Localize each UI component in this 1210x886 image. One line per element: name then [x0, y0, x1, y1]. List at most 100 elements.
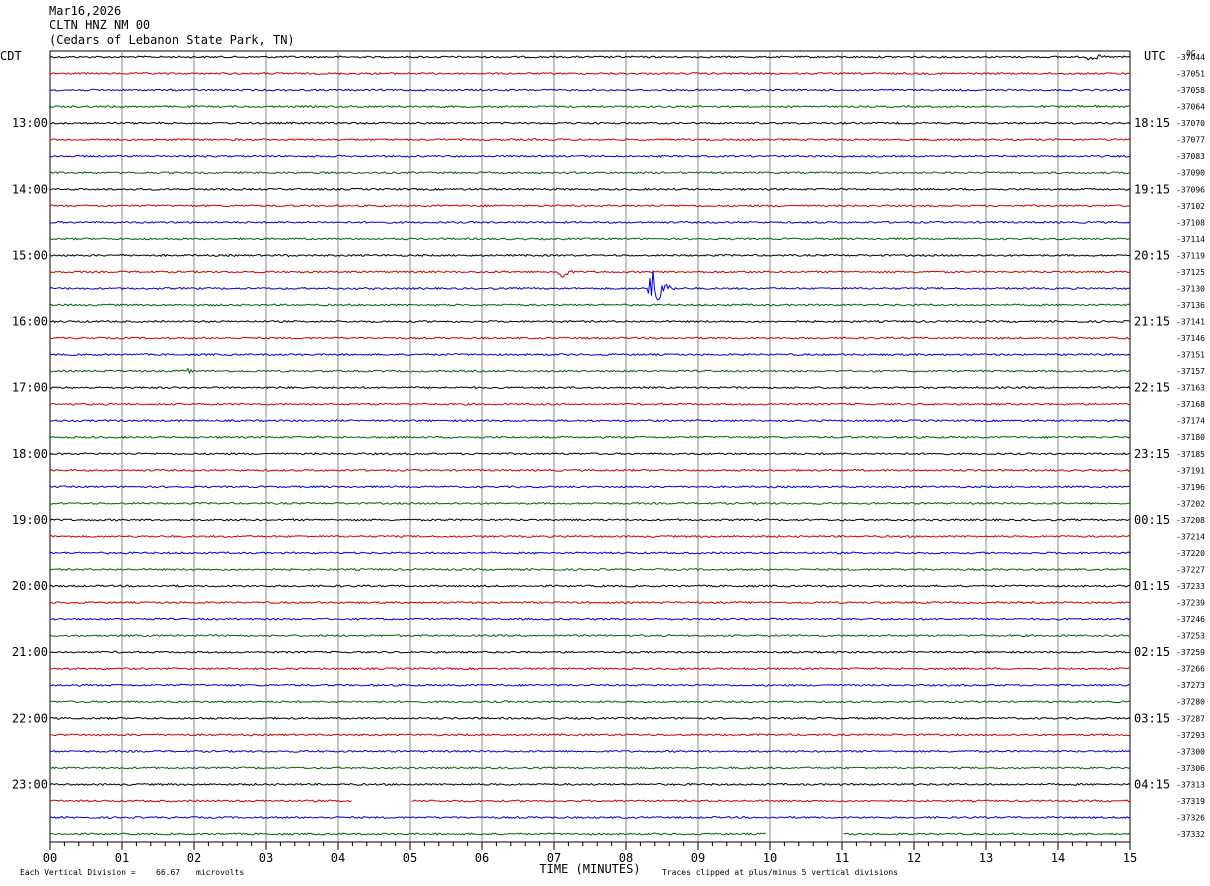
x-tick-label: 09: [691, 851, 705, 865]
seismic-trace: [49, 336, 1131, 340]
trace-offset-label: -37090: [1176, 169, 1205, 178]
x-tick-label: 01: [115, 851, 129, 865]
cdt-hour-label: 13:00: [12, 116, 48, 130]
trace-offset-label: -37119: [1176, 251, 1205, 260]
trace-offset-label: -37077: [1176, 136, 1205, 145]
trace-offset-label: -37300: [1176, 747, 1205, 756]
trace-offset-label: -37239: [1176, 599, 1205, 608]
trace-offset-label: -37180: [1176, 433, 1205, 442]
trace-offset-label: -37227: [1176, 565, 1205, 574]
x-tick-label: 13: [979, 851, 993, 865]
seismic-trace: [49, 501, 1131, 505]
seismic-trace: [49, 551, 1131, 555]
trace-offset-label: -37246: [1176, 615, 1205, 624]
trace-offset-label: -37151: [1176, 351, 1205, 360]
x-tick-label: 15: [1123, 851, 1137, 865]
utc-hour-label: 18:15: [1134, 116, 1170, 130]
seismic-trace: [49, 54, 1131, 61]
trace-offset-label: -37191: [1176, 466, 1205, 475]
date-label: Mar16,2026: [49, 4, 122, 18]
trace-offset-label: -37313: [1176, 780, 1205, 789]
cdt-hour-label: 14:00: [12, 182, 48, 196]
seismic-trace: [49, 319, 1131, 324]
trace-offset-label: -37259: [1176, 648, 1205, 657]
plot-frame: [49, 50, 1131, 843]
seismic-trace: [50, 716, 1131, 720]
seismic-trace: [49, 187, 1131, 191]
seismic-trace: [49, 138, 1131, 142]
vertical-division-units: microvolts: [196, 868, 244, 877]
utc-hour-label: 19:15: [1134, 182, 1170, 196]
trace-offset-label: -37326: [1176, 813, 1205, 822]
x-tick-label: 06: [475, 851, 489, 865]
utc-hour-label: 03:15: [1134, 711, 1170, 725]
x-axis-title: TIME (MINUTES): [539, 862, 640, 876]
seismic-trace: [49, 121, 1131, 125]
cdt-hour-label: 21:00: [12, 645, 48, 659]
seismic-trace: [49, 683, 1131, 687]
trace-offset-label: -37064: [1176, 103, 1205, 112]
seismic-trace: [49, 749, 1131, 753]
trace-offset-label: -37220: [1176, 549, 1205, 558]
seismic-trace: [49, 352, 1131, 357]
seismic-trace: [49, 799, 1131, 803]
utc-hour-label: 20:15: [1134, 248, 1170, 262]
x-tick-label: 03: [259, 851, 273, 865]
trace-offset-label: -37214: [1176, 532, 1205, 541]
cdt-hour-label: 23:00: [12, 777, 48, 791]
cdt-hour-label: 15:00: [12, 248, 48, 262]
seismic-trace: [49, 567, 1131, 572]
utc-hour-label: 01:15: [1134, 579, 1170, 593]
seismic-trace: [49, 534, 1131, 538]
trace-offset-label: -37332: [1176, 830, 1205, 839]
trace-offset-label: -37051: [1176, 70, 1205, 79]
cdt-hour-label: 22:00: [12, 711, 48, 725]
trace-offset-label: -37083: [1176, 152, 1205, 161]
trace-offset-label: -37293: [1176, 731, 1205, 740]
trace-offset-label: -37202: [1176, 499, 1205, 508]
seismic-trace: [49, 782, 1131, 786]
seismic-trace: [49, 766, 1131, 770]
trace-offset-label: -37280: [1176, 698, 1205, 707]
trace-offset-label: -37266: [1176, 665, 1205, 674]
trace-offset-label: -37130: [1176, 284, 1205, 293]
trace-offset-label: -37163: [1176, 384, 1205, 393]
x-tick-label: 07: [547, 851, 561, 865]
trace-offset-label: -37114: [1176, 235, 1205, 244]
x-tick-label: 14: [1051, 851, 1065, 865]
cdt-hour-label: 18:00: [12, 447, 48, 461]
trace-offset-label: -37058: [1176, 86, 1205, 95]
seismic-trace: [49, 270, 1131, 278]
seismic-trace: [49, 88, 1131, 92]
trace-offset-label: -37306: [1176, 764, 1205, 773]
seismic-trace: [49, 71, 1131, 76]
utc-hour-label: 04:15: [1134, 777, 1170, 791]
trace-offset-label: -37044: [1176, 53, 1205, 62]
clipping-note: Traces clipped at plus/minus 5 vertical …: [662, 868, 898, 877]
trace-offset-label: -37157: [1176, 367, 1205, 376]
utc-hour-label: 21:15: [1134, 315, 1170, 329]
trace-offset-label: -37096: [1176, 185, 1205, 194]
seismic-trace: [49, 435, 1131, 439]
seismic-trace: [49, 617, 1131, 621]
x-tick-label: 10: [763, 851, 777, 865]
seismic-trace: [49, 154, 1131, 158]
seismic-trace: [49, 419, 1131, 423]
trace-offset-label: -37136: [1176, 301, 1205, 310]
seismic-trace: [49, 253, 1131, 258]
utc-hour-label: 23:15: [1134, 447, 1170, 461]
seismic-trace: [49, 402, 1131, 406]
seismic-trace: [49, 104, 1131, 109]
left-timezone-label: CDT: [0, 49, 22, 63]
seismic-trace: [49, 815, 1131, 820]
seismic-trace: [49, 485, 1131, 489]
seismic-trace: [49, 367, 1130, 375]
utc-hour-label: 02:15: [1134, 645, 1170, 659]
right-timezone-label: UTC: [1144, 49, 1166, 63]
vertical-division-value: 66.67: [156, 868, 180, 877]
trace-offset-label: -37108: [1176, 218, 1205, 227]
trace-offset-label: -37273: [1176, 681, 1205, 690]
trace-offset-label: -37319: [1176, 797, 1205, 806]
seismic-trace: [49, 667, 1131, 671]
seismic-trace: [49, 634, 1131, 638]
